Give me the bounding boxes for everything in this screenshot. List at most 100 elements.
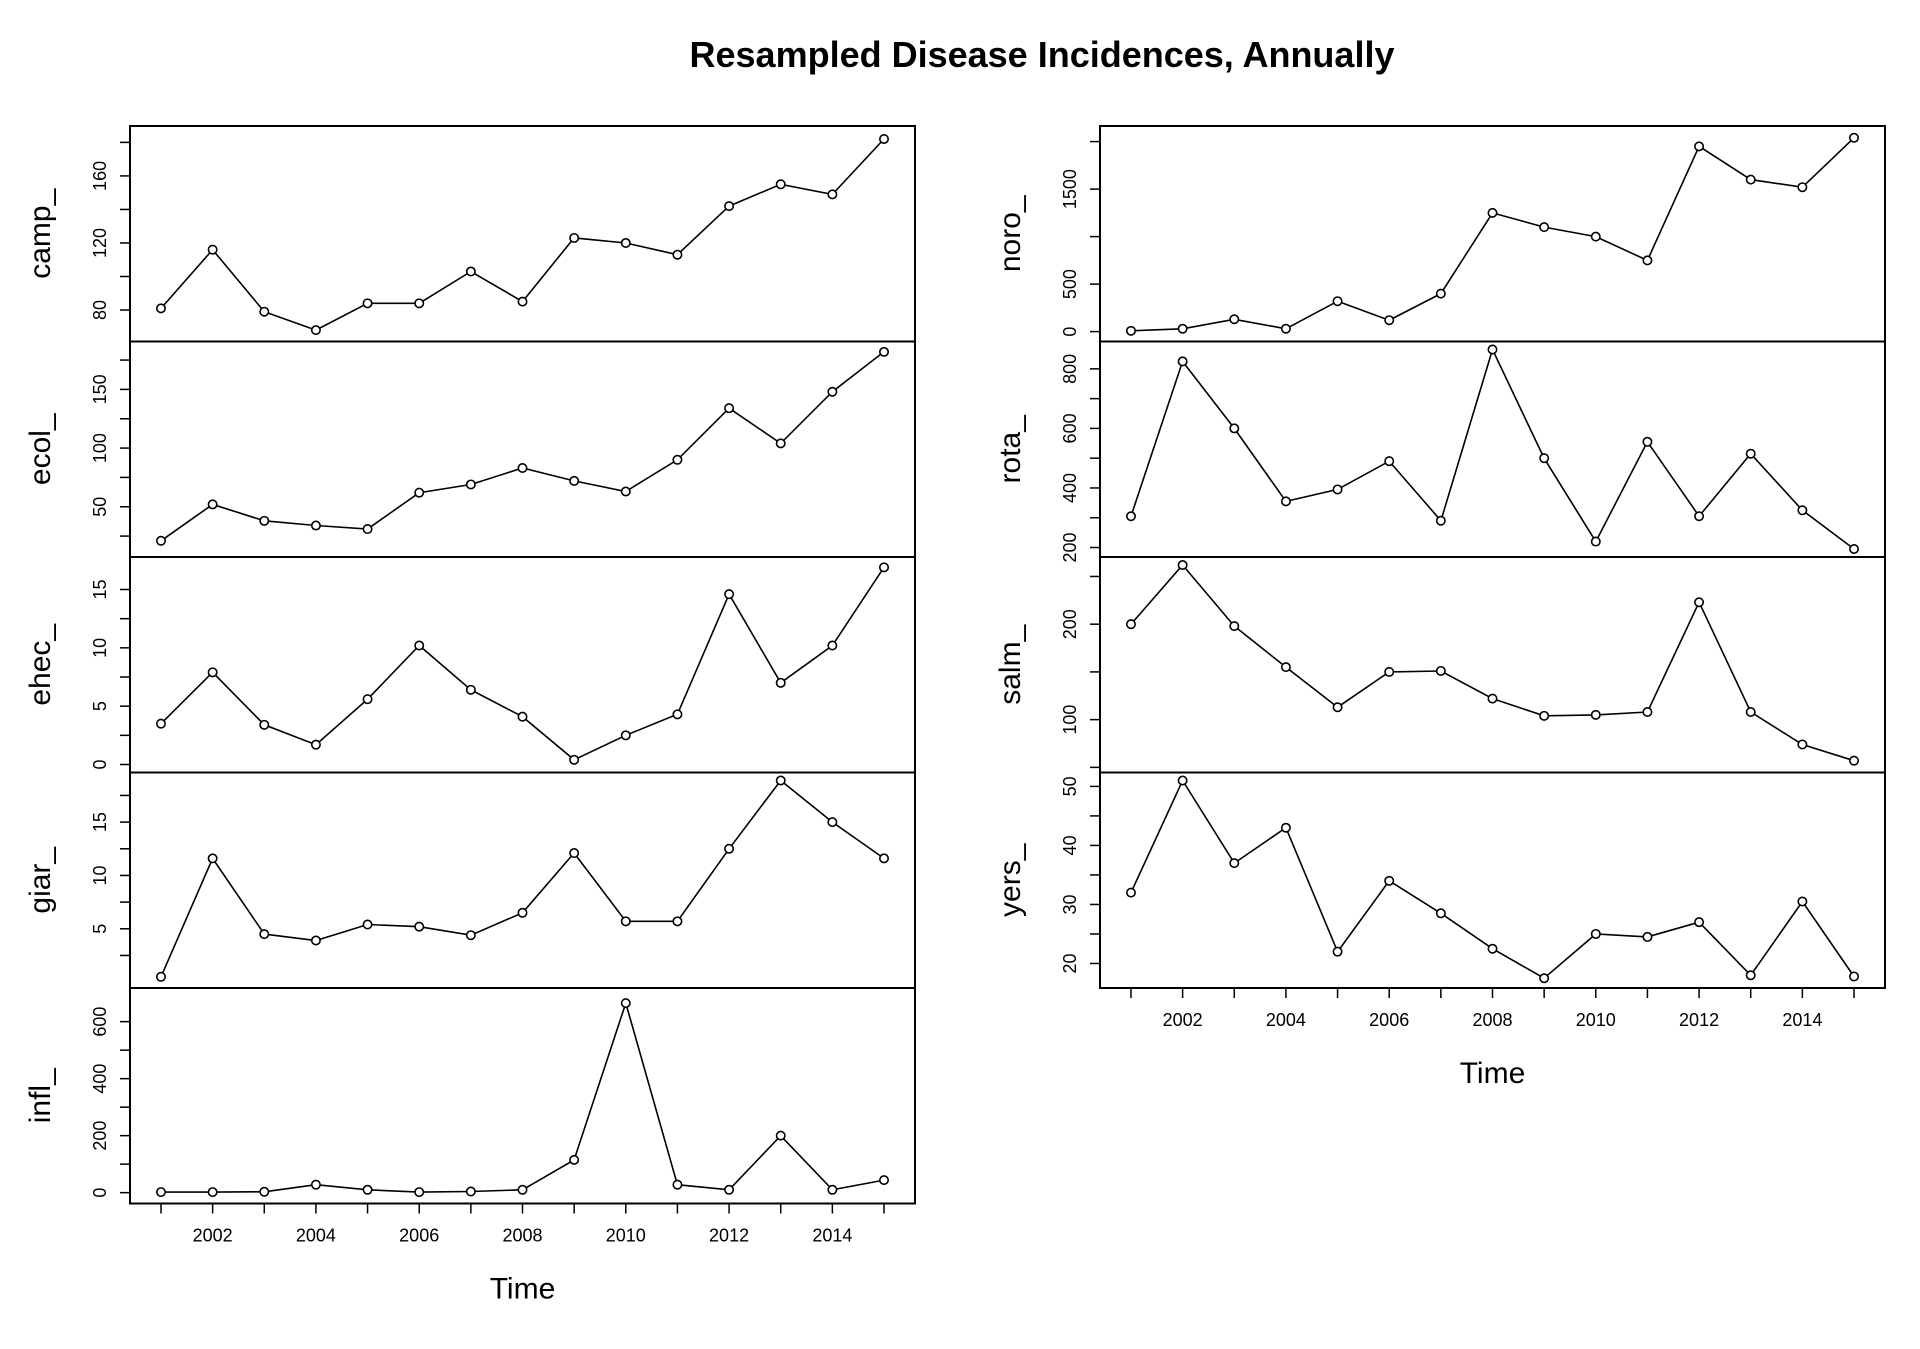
data-point-infl_ (259, 1186, 270, 1197)
data-point-giar_ (155, 971, 166, 982)
x-tick-label: 2010 (606, 1226, 646, 1246)
data-point-noro_ (1435, 288, 1446, 299)
y-tick-label-yers_: 20 (1060, 953, 1080, 973)
y-tick-label-ecol_: 100 (90, 433, 110, 463)
data-point-camp_ (259, 306, 270, 317)
data-point-infl_ (207, 1187, 218, 1198)
panel-frame-rota_ (1099, 340, 1886, 558)
data-point-ecol_ (724, 403, 735, 414)
data-point-rota_ (1590, 536, 1601, 547)
x-tick-label: 2014 (812, 1226, 852, 1246)
data-point-camp_ (362, 298, 373, 309)
data-point-infl_ (362, 1184, 373, 1195)
series-line-ehec_ (160, 566, 885, 761)
x-tick-label: 2004 (1266, 1010, 1306, 1030)
panel-frame-salm_ (1099, 556, 1886, 774)
data-point-ehec_ (465, 684, 476, 695)
data-point-noro_ (1849, 132, 1860, 143)
data-point-salm_ (1745, 706, 1756, 717)
y-axis-label-camp_: camp_ (24, 187, 57, 278)
data-point-camp_ (465, 266, 476, 277)
data-point-yers_ (1642, 931, 1653, 942)
data-point-giar_ (827, 817, 838, 828)
data-point-rota_ (1694, 511, 1705, 522)
data-point-giar_ (620, 916, 631, 927)
data-point-giar_ (207, 853, 218, 864)
data-point-salm_ (1435, 665, 1446, 676)
data-point-camp_ (310, 325, 321, 336)
data-point-noro_ (1229, 314, 1240, 325)
y-tick-label-salm_: 100 (1060, 705, 1080, 735)
data-point-rota_ (1280, 496, 1291, 507)
x-tick-label: 2002 (193, 1226, 233, 1246)
data-point-yers_ (1745, 970, 1756, 981)
y-tick-label-infl_: 600 (90, 1007, 110, 1037)
data-point-salm_ (1487, 693, 1498, 704)
data-point-ecol_ (155, 535, 166, 546)
panel-frame-giar_ (129, 771, 916, 989)
series-line-ecol_ (160, 351, 885, 542)
data-point-ehec_ (879, 562, 890, 573)
y-tick-label-infl_: 400 (90, 1064, 110, 1094)
panel-frame-infl_ (129, 987, 916, 1205)
y-tick-label-rota_: 200 (1060, 532, 1080, 562)
data-point-giar_ (672, 916, 683, 927)
data-point-ehec_ (827, 640, 838, 651)
data-point-rota_ (1435, 515, 1446, 526)
x-tick-label: 2014 (1782, 1010, 1822, 1030)
panel-frame-camp_ (129, 125, 916, 343)
y-axis-label-giar_: giar_ (24, 846, 57, 914)
y-tick-label-giar_: 15 (90, 812, 110, 832)
y-tick-label-giar_: 10 (90, 865, 110, 885)
data-point-ehec_ (259, 719, 270, 730)
chart-title: Resampled Disease Incidences, Annually (690, 34, 1395, 75)
data-point-yers_ (1177, 775, 1188, 786)
data-point-camp_ (569, 232, 580, 243)
data-point-ecol_ (620, 486, 631, 497)
panel-frame-yers_ (1099, 771, 1886, 989)
data-point-rota_ (1332, 484, 1343, 495)
panel-frame-noro_ (1099, 125, 1886, 343)
data-point-camp_ (207, 244, 218, 255)
data-point-salm_ (1539, 710, 1550, 721)
data-point-ecol_ (310, 520, 321, 531)
data-point-infl_ (465, 1186, 476, 1197)
y-tick-label-yers_: 30 (1060, 894, 1080, 914)
y-axis-label-salm_: salm_ (994, 623, 1027, 704)
data-point-noro_ (1332, 296, 1343, 307)
series-line-rota_ (1130, 347, 1855, 550)
series-line-giar_ (160, 779, 885, 978)
data-point-ecol_ (672, 454, 683, 465)
y-tick-label-ehec_: 0 (90, 759, 110, 769)
data-point-yers_ (1435, 908, 1446, 919)
data-point-yers_ (1694, 917, 1705, 928)
data-point-infl_ (879, 1175, 890, 1186)
data-point-yers_ (1384, 875, 1395, 886)
x-axis-label: Time (1460, 1057, 1526, 1090)
x-axis-label: Time (490, 1273, 556, 1306)
data-point-ehec_ (517, 711, 528, 722)
data-point-ecol_ (362, 524, 373, 535)
data-point-salm_ (1849, 755, 1860, 766)
series-line-salm_ (1130, 563, 1855, 762)
data-point-yers_ (1539, 973, 1550, 984)
data-point-noro_ (1177, 323, 1188, 334)
y-tick-label-yers_: 50 (1060, 776, 1080, 796)
data-point-ecol_ (517, 463, 528, 474)
data-point-giar_ (775, 775, 786, 786)
y-tick-label-camp_: 80 (90, 300, 110, 320)
data-point-camp_ (827, 189, 838, 200)
data-point-yers_ (1487, 943, 1498, 954)
y-tick-label-salm_: 200 (1060, 609, 1080, 639)
data-point-rota_ (1849, 543, 1860, 554)
data-point-ecol_ (414, 487, 425, 498)
data-point-giar_ (517, 907, 528, 918)
data-point-noro_ (1797, 182, 1808, 193)
data-point-noro_ (1125, 325, 1136, 336)
data-point-ecol_ (465, 479, 476, 490)
data-point-rota_ (1539, 453, 1550, 464)
data-point-camp_ (517, 296, 528, 307)
y-tick-label-rota_: 400 (1060, 473, 1080, 503)
data-point-ehec_ (724, 589, 735, 600)
y-axis-label-rota_: rota_ (994, 414, 1027, 484)
